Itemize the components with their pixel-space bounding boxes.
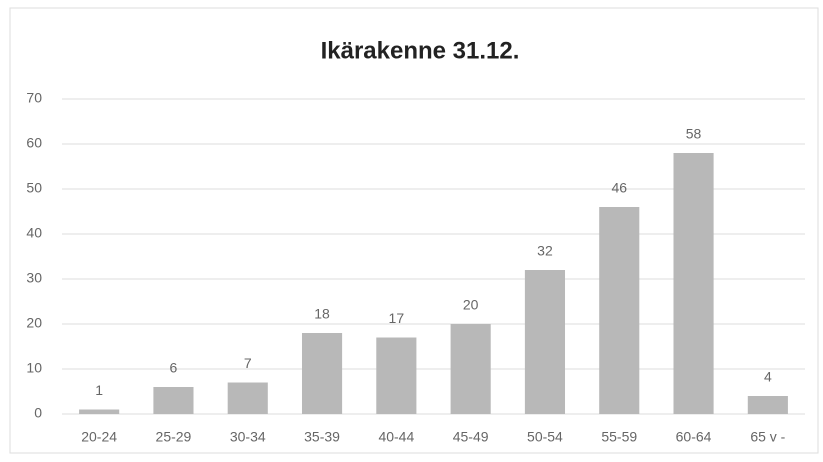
x-tick-label: 65 v -: [750, 429, 785, 445]
x-tick-label: 55-59: [601, 429, 637, 445]
data-label: 18: [314, 306, 330, 322]
bar: [153, 387, 194, 414]
bar: [524, 270, 566, 414]
x-tick-label: 20-24: [81, 429, 117, 445]
x-tick-label: 60-64: [676, 429, 712, 445]
y-tick-label: 30: [26, 270, 42, 286]
x-tick-label: 30-34: [230, 429, 266, 445]
bar: [673, 153, 714, 414]
y-tick-label: 40: [26, 225, 42, 241]
data-label: 20: [463, 297, 479, 313]
bar: [450, 324, 491, 414]
bar: [376, 337, 417, 414]
bar: [301, 333, 343, 414]
x-tick-label: 50-54: [527, 429, 563, 445]
chart-border: [9, 7, 819, 454]
bar: [79, 409, 120, 414]
x-tick-label: 40-44: [378, 429, 414, 445]
x-tick-label: 25-29: [156, 429, 192, 445]
data-label: 4: [764, 369, 772, 385]
data-label: 32: [537, 243, 553, 259]
data-label: 7: [244, 355, 252, 371]
y-tick-label: 70: [26, 90, 42, 106]
bar: [747, 396, 788, 414]
data-label: 1: [95, 382, 103, 398]
data-label: 58: [686, 126, 702, 142]
data-label: 46: [611, 180, 627, 196]
y-tick-label: 10: [26, 360, 42, 376]
bar: [599, 207, 640, 414]
bar: [227, 382, 268, 414]
y-tick-label: 50: [26, 180, 42, 196]
data-label: 17: [389, 310, 405, 326]
chart-title: Ikärakenne 31.12.: [321, 37, 520, 64]
y-tick-label: 60: [26, 135, 42, 151]
x-tick-label: 45-49: [453, 429, 489, 445]
y-tick-label: 20: [26, 315, 42, 331]
y-tick-label: 0: [34, 405, 42, 421]
data-label: 6: [170, 360, 178, 376]
x-tick-label: 35-39: [304, 429, 340, 445]
